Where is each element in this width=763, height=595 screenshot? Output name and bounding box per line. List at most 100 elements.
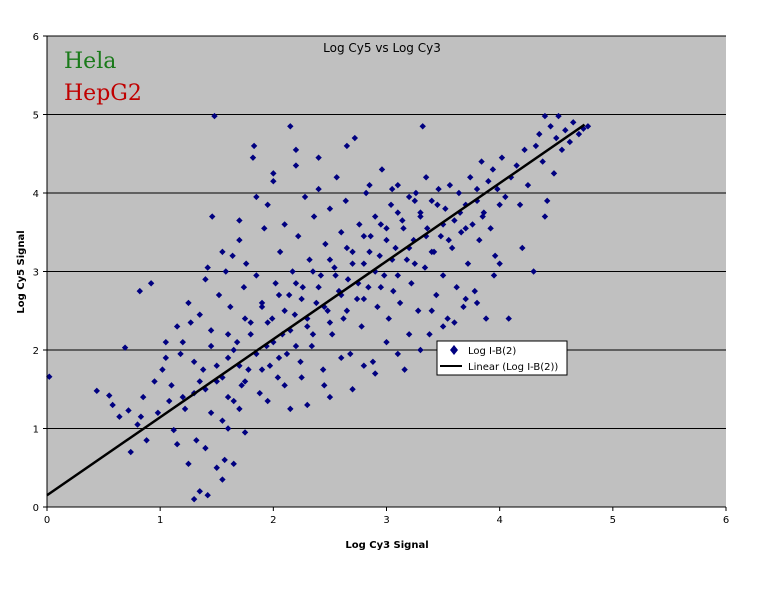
x-tick-label-6: 6 xyxy=(723,515,729,526)
x-tick-label-4: 4 xyxy=(496,515,502,526)
legend-box xyxy=(436,340,568,376)
data-point xyxy=(199,366,207,373)
data-point xyxy=(343,307,351,314)
data-point xyxy=(453,284,460,291)
data-point xyxy=(360,362,368,369)
data-point xyxy=(451,319,458,326)
data-point xyxy=(480,209,488,216)
data-point xyxy=(306,256,313,263)
x-tick-label-1: 1 xyxy=(157,515,163,526)
data-point xyxy=(358,323,365,330)
data-point xyxy=(349,260,356,267)
data-point xyxy=(233,338,241,346)
data-point xyxy=(187,319,194,326)
data-point xyxy=(490,272,498,279)
data-point xyxy=(106,392,113,399)
data-point xyxy=(258,303,266,311)
data-point xyxy=(532,142,540,150)
data-point xyxy=(401,366,408,373)
data-point xyxy=(315,185,322,193)
data-point xyxy=(193,437,200,444)
y-tick-label-1: 1 xyxy=(33,425,39,436)
data-point xyxy=(367,232,374,240)
data-point xyxy=(331,264,338,271)
data-point xyxy=(241,429,249,436)
data-point xyxy=(250,142,258,150)
data-point xyxy=(473,299,481,307)
data-point xyxy=(469,221,476,228)
data-point xyxy=(207,409,215,416)
data-point xyxy=(258,299,266,307)
y-tick-label-5: 5 xyxy=(33,111,39,122)
data-point xyxy=(256,389,263,397)
data-point xyxy=(343,142,351,150)
data-point xyxy=(558,146,566,154)
data-point xyxy=(317,272,325,279)
data-point xyxy=(162,338,170,346)
data-point xyxy=(362,189,370,197)
data-point xyxy=(426,331,433,338)
data-point xyxy=(299,284,306,291)
data-point xyxy=(396,299,404,307)
legend-marker-diamond xyxy=(450,345,458,355)
data-point xyxy=(275,291,283,299)
data-point xyxy=(405,193,413,201)
data-point xyxy=(360,295,368,303)
data-point xyxy=(151,378,158,385)
data-point xyxy=(295,232,302,240)
data-point xyxy=(378,166,386,173)
data-point xyxy=(498,154,506,161)
data-point xyxy=(365,284,372,291)
data-point xyxy=(270,170,277,177)
data-point xyxy=(143,437,150,444)
data-point xyxy=(374,303,381,311)
data-point xyxy=(408,280,415,287)
data-point xyxy=(173,441,181,448)
data-point xyxy=(462,295,469,303)
data-point xyxy=(242,260,250,267)
data-point xyxy=(304,323,311,330)
data-point xyxy=(383,338,390,346)
data-point xyxy=(451,217,458,224)
data-point xyxy=(366,248,373,256)
data-point xyxy=(496,201,503,208)
data-point xyxy=(428,307,435,314)
data-point xyxy=(137,413,145,420)
data-point xyxy=(369,358,377,365)
data-point xyxy=(291,311,299,318)
data-point xyxy=(505,315,512,322)
data-point xyxy=(272,280,279,287)
data-point xyxy=(230,346,237,354)
data-point xyxy=(462,225,469,232)
data-point xyxy=(213,464,220,471)
data-point xyxy=(351,134,359,142)
data-point xyxy=(437,232,445,240)
data-point xyxy=(324,307,331,314)
data-point xyxy=(390,287,397,295)
data-point xyxy=(428,248,435,256)
data-point xyxy=(319,366,327,373)
data-point xyxy=(326,205,334,212)
data-point xyxy=(241,378,249,385)
data-point xyxy=(249,154,257,161)
data-point xyxy=(224,354,232,362)
data-point xyxy=(309,331,317,338)
data-point xyxy=(344,276,352,283)
data-point xyxy=(313,299,320,307)
data-point xyxy=(308,342,316,350)
data-point xyxy=(127,448,134,456)
data-point xyxy=(196,488,203,495)
data-point xyxy=(227,303,234,311)
x-tick-label-2: 2 xyxy=(270,515,276,526)
data-point xyxy=(238,382,245,389)
data-point xyxy=(392,244,399,252)
data-point xyxy=(338,354,345,362)
data-point xyxy=(209,213,216,220)
data-point xyxy=(417,209,424,216)
data-point xyxy=(190,358,198,365)
data-point xyxy=(229,252,236,259)
data-point xyxy=(185,299,192,307)
data-point xyxy=(245,366,252,373)
x-tick-label-3: 3 xyxy=(383,515,389,526)
